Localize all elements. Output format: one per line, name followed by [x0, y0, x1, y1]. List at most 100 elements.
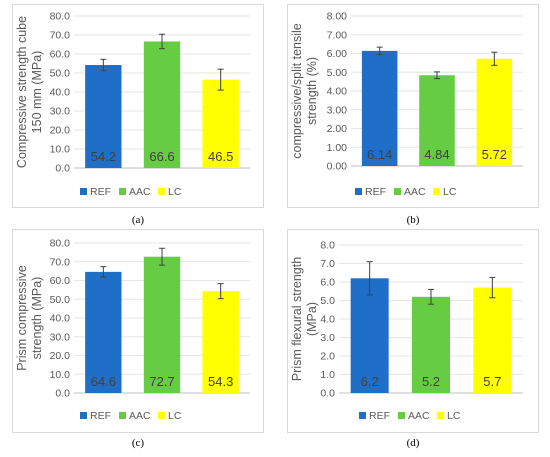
bar-ref: [85, 65, 122, 168]
y-axis-label: (MPa): [305, 302, 319, 336]
chart-caption: (b): [406, 214, 420, 226]
y-axis-label: Compressive strength cube: [15, 16, 29, 168]
y-tick-label: 80.0: [50, 11, 71, 23]
bar-lc: [476, 58, 513, 166]
legend-label-lc: LC: [168, 410, 182, 422]
legend-swatch-aac: [394, 188, 401, 195]
legend-label-lc: LC: [447, 410, 461, 422]
legend-label-aac: AAC: [129, 186, 151, 198]
y-tick-label: 0.00: [327, 161, 348, 173]
y-tick-label: 3.0: [320, 332, 335, 344]
legend-swatch-aac: [119, 412, 126, 419]
legend-label-ref: REF: [90, 186, 111, 198]
y-tick-label: 20.0: [50, 350, 71, 362]
y-tick-label: 10.0: [50, 369, 71, 381]
y-tick-label: 0.0: [320, 388, 335, 400]
legend-swatch-ref: [80, 188, 87, 195]
data-label: 6.2: [361, 374, 379, 389]
y-tick-label: 8.0: [320, 240, 335, 252]
data-label: 64.6: [91, 374, 116, 389]
legend-swatch-ref: [80, 412, 87, 419]
legend-label-lc: LC: [168, 186, 182, 198]
y-tick-label: 80.0: [50, 238, 71, 250]
bar-ref: [85, 271, 122, 393]
y-tick-label: 30.0: [50, 331, 71, 343]
legend-swatch-ref: [359, 412, 366, 419]
data-label: 6.14: [367, 147, 392, 162]
y-tick-label: 2.00: [327, 123, 348, 135]
bar-ref: [361, 50, 398, 166]
y-tick-label: 50.0: [50, 68, 71, 80]
legend-label-ref: REF: [369, 410, 390, 422]
data-label: 46.5: [208, 149, 233, 164]
legend-swatch-lc: [158, 412, 165, 419]
y-tick-label: 1.00: [327, 142, 348, 154]
y-axis-label: compressive/split tensile: [290, 23, 304, 159]
data-label: 54.3: [208, 374, 233, 389]
chart-svg-d: 0.0 1.0 2.0 3.0 4.0 5.0 6.0 7.0 8.0 Prism flexura…: [290, 240, 523, 422]
y-axis-label: Prism compressive: [15, 265, 29, 371]
bar-lc: [202, 79, 239, 168]
y-tick-label: 20.0: [50, 125, 71, 137]
chart-panel-b: 0.00 1.00 2.00 3.00 4.00 5.00 6.00 7.00 8.00 comp…: [287, 4, 539, 242]
legend-label-lc: LC: [443, 186, 457, 198]
legend-label-aac: AAC: [129, 410, 151, 422]
data-label: 5.2: [422, 374, 440, 389]
y-tick-label: 7.0: [320, 258, 335, 270]
chart-panel-c: 0.0 10.0 20.0 30.0 40.0 50.0 60.0 70.0 80.0 Prism…: [12, 229, 264, 457]
bar-aac: [419, 75, 455, 166]
chart-svg-b: 0.00 1.00 2.00 3.00 4.00 5.00 6.00 7.00 8.00 comp…: [290, 11, 523, 198]
data-label: 54.2: [91, 149, 116, 164]
chart-panel-d: 0.0 1.0 2.0 3.0 4.0 5.0 6.0 7.0 8.0 Prism flexura…: [287, 229, 539, 457]
chart-svg-c: 0.0 10.0 20.0 30.0 40.0 50.0 60.0 70.0 80.0 Prism…: [15, 238, 250, 422]
data-label: 72.7: [149, 374, 174, 389]
legend-swatch-lc: [158, 188, 165, 195]
y-tick-label: 2.0: [320, 351, 335, 363]
y-tick-label: 0.0: [55, 388, 70, 400]
y-tick-label: 70.0: [50, 30, 71, 42]
y-tick-label: 30.0: [50, 106, 71, 118]
data-label: 4.84: [424, 147, 449, 162]
y-tick-label: 6.0: [320, 277, 335, 289]
y-tick-label: 50.0: [50, 294, 71, 306]
legend-swatch-aac: [119, 188, 126, 195]
y-axis-label: Prism flexural strength: [290, 257, 304, 381]
bar-aac: [411, 296, 451, 393]
y-tick-label: 70.0: [50, 256, 71, 268]
y-tick-label: 6.00: [327, 48, 348, 60]
y-tick-label: 4.0: [320, 314, 335, 326]
bar-lc: [202, 291, 239, 393]
y-tick-label: 60.0: [50, 275, 71, 287]
data-label: 5.7: [483, 374, 501, 389]
bar-aac: [143, 41, 181, 168]
legend-label-ref: REF: [365, 186, 386, 198]
y-tick-label: 4.00: [327, 86, 348, 98]
y-tick-label: 60.0: [50, 49, 71, 61]
chart-caption: (c): [131, 437, 145, 449]
y-tick-label: 40.0: [50, 313, 71, 325]
legend-swatch-lc: [437, 412, 444, 419]
chart-svg-a: 0.0 10.0 20.0 30.0 40.0 50.0 60.0 70.0 80.0 Compr…: [15, 11, 250, 198]
y-tick-label: 40.0: [50, 87, 71, 99]
y-tick-label: 3.00: [327, 104, 348, 116]
y-tick-label: 10.0: [50, 144, 71, 156]
chart-caption: (a): [131, 214, 145, 226]
y-axis-label: strength (%): [305, 57, 319, 125]
chart-panel-a: 0.0 10.0 20.0 30.0 40.0 50.0 60.0 70.0 80.0 Compr…: [12, 4, 264, 242]
legend-swatch-aac: [398, 412, 405, 419]
y-tick-label: 5.00: [327, 67, 348, 79]
bar-ref: [350, 278, 389, 393]
chart-caption: (d): [406, 437, 420, 449]
legend-label-aac: AAC: [408, 410, 430, 422]
legend-swatch-lc: [433, 188, 440, 195]
y-tick-label: 8.00: [327, 11, 348, 23]
legend-label-aac: AAC: [404, 186, 426, 198]
y-tick-label: 5.0: [320, 295, 335, 307]
data-label: 5.72: [482, 147, 507, 162]
data-label: 66.6: [149, 149, 174, 164]
y-axis-label: strength (MPa): [30, 277, 44, 360]
bar-lc: [473, 287, 512, 393]
y-axis-label: 150 mm (MPa): [30, 51, 44, 134]
bar-aac: [143, 256, 181, 393]
y-tick-label: 1.0: [320, 369, 335, 381]
